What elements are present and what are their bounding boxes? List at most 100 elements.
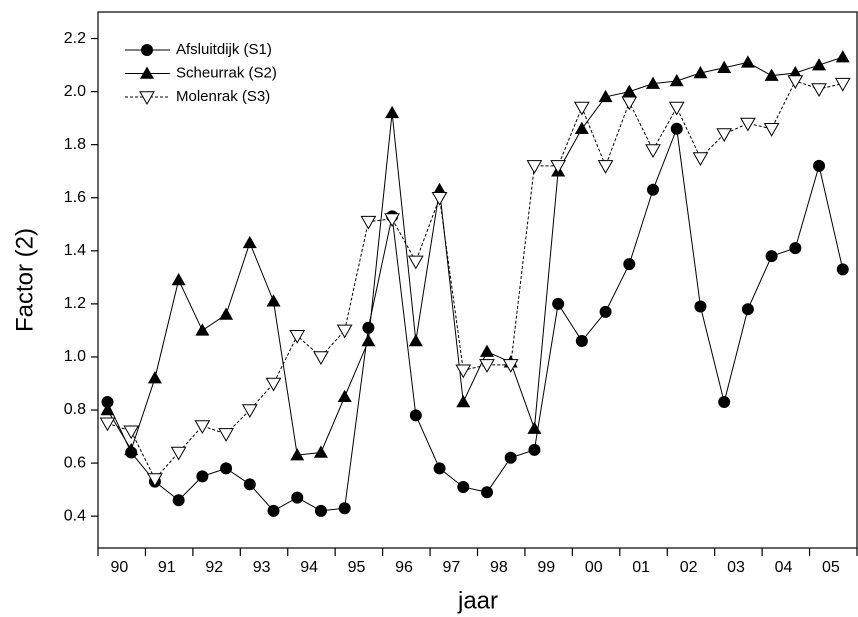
marker (289, 329, 306, 344)
marker (218, 428, 234, 442)
x-tick-label: 91 (158, 559, 176, 576)
marker (337, 389, 352, 403)
y-tick-label: 0.6 (64, 454, 86, 471)
marker (455, 364, 472, 379)
y-tick-label: 0.4 (64, 507, 86, 524)
y-tick-label: 2.0 (64, 83, 86, 100)
marker (338, 502, 351, 515)
y-tick-label: 1.8 (64, 136, 86, 153)
x-tick-label: 03 (727, 559, 745, 576)
x-tick-label: 02 (680, 559, 698, 576)
marker (314, 504, 327, 517)
marker (147, 473, 163, 488)
marker (575, 335, 588, 348)
x-tick-label: 94 (300, 559, 318, 576)
marker (599, 305, 612, 318)
x-tick-label: 01 (632, 559, 650, 576)
marker (290, 448, 305, 461)
x-tick-label: 96 (395, 559, 413, 576)
marker (597, 160, 614, 174)
marker (788, 66, 803, 79)
marker (668, 101, 685, 116)
marker (834, 77, 851, 92)
marker (241, 404, 258, 419)
marker (432, 182, 447, 196)
series-line (107, 80, 843, 480)
marker (361, 334, 376, 347)
marker (219, 307, 234, 320)
marker (220, 462, 233, 475)
marker (764, 68, 779, 81)
marker (552, 297, 565, 310)
x-tick-label: 98 (490, 559, 508, 576)
marker (693, 66, 708, 79)
marker (670, 122, 683, 135)
marker (740, 117, 756, 132)
x-tick-label: 99 (537, 559, 555, 576)
marker (813, 159, 826, 172)
y-tick-label: 1.2 (64, 295, 86, 312)
x-tick-label: 97 (443, 559, 461, 576)
marker (479, 359, 495, 373)
x-tick-label: 93 (253, 559, 271, 576)
legend-label: Molenrak (S3) (176, 88, 270, 105)
marker (407, 255, 424, 270)
marker (646, 76, 661, 89)
x-tick-label: 90 (110, 559, 128, 576)
marker (242, 235, 257, 249)
legend-label: Scheurrak (S2) (176, 64, 277, 81)
x-tick-label: 92 (205, 559, 223, 576)
marker (409, 409, 422, 422)
marker (194, 420, 211, 434)
marker (763, 123, 780, 137)
marker (811, 83, 827, 97)
marker (669, 73, 684, 87)
y-tick-label: 1.6 (64, 189, 86, 206)
marker (313, 351, 329, 365)
marker (170, 446, 187, 461)
marker (172, 494, 185, 507)
marker (336, 324, 353, 339)
marker (692, 152, 709, 166)
y-tick-label: 0.8 (64, 401, 86, 418)
legend-label: Afsluitdijk (S1) (176, 41, 272, 58)
legend-marker (139, 91, 155, 106)
marker (291, 491, 304, 504)
marker (384, 213, 400, 227)
marker (574, 101, 590, 116)
marker (479, 344, 494, 357)
marker (457, 480, 470, 493)
legend-marker (140, 66, 154, 79)
marker (550, 160, 567, 174)
marker (480, 486, 493, 499)
marker (765, 250, 778, 263)
marker (266, 294, 281, 307)
marker (99, 417, 116, 432)
x-tick-label: 04 (775, 559, 793, 576)
marker (789, 242, 802, 255)
marker (621, 96, 638, 111)
marker (433, 462, 446, 475)
x-tick-label: 00 (585, 559, 603, 576)
marker (195, 323, 210, 336)
y-tick-label: 1.0 (64, 348, 86, 365)
marker (787, 75, 804, 89)
marker (265, 377, 282, 392)
marker (147, 371, 162, 384)
marker (694, 300, 707, 313)
marker (717, 60, 732, 73)
marker (504, 451, 517, 464)
series-line (107, 56, 843, 456)
marker (812, 58, 827, 71)
marker (623, 258, 636, 271)
marker (527, 421, 542, 434)
marker (101, 396, 114, 409)
marker (267, 504, 280, 517)
marker (836, 263, 849, 276)
marker (431, 191, 448, 206)
marker (385, 105, 400, 119)
y-tick-label: 2.2 (64, 30, 86, 47)
marker (408, 334, 423, 347)
marker (645, 144, 661, 158)
marker (171, 273, 186, 286)
